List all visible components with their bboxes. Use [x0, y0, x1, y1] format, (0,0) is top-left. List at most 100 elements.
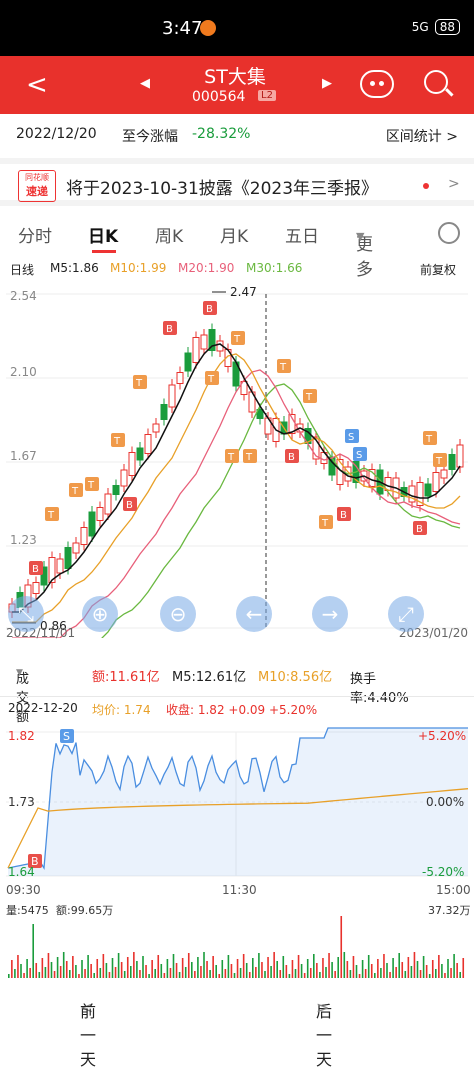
- volume-bar: [69, 970, 71, 978]
- signal-marker: [85, 477, 99, 491]
- volume-bar: [218, 974, 221, 978]
- signal-icon: 5G: [411, 20, 429, 34]
- volume-bar: [169, 968, 172, 978]
- volume-bar: [26, 959, 28, 978]
- tab-five-day[interactable]: 五日: [285, 227, 319, 247]
- signal-marker: [225, 449, 239, 463]
- volume-bar: [111, 958, 114, 978]
- intraday-time-end: 15:00: [436, 883, 471, 897]
- volume-bar: [99, 968, 102, 978]
- signal-marker: [337, 507, 351, 521]
- volume-bar: [319, 972, 321, 978]
- volume-bar: [364, 969, 367, 978]
- volume-bar: [50, 962, 53, 978]
- volume-bar: [346, 961, 349, 978]
- volume-bar: [288, 974, 291, 978]
- intraday-time-mid: 11:30: [222, 883, 257, 897]
- volume-bar: [212, 956, 214, 978]
- signal-marker: [319, 515, 333, 529]
- chevron-right-icon: >: [316, 998, 330, 1017]
- ma10-line: [12, 353, 461, 623]
- volume-bar: [248, 972, 251, 978]
- expand-icon[interactable]: ⤡: [8, 596, 44, 632]
- chevron-right-icon: >: [446, 129, 458, 145]
- volume-bar: [203, 952, 205, 978]
- stock-header: < ◀ ST大集 000564 L2 ▶: [0, 56, 474, 114]
- gear-icon[interactable]: [438, 222, 460, 244]
- signal-marker-label: T: [233, 334, 241, 345]
- volume-bar: [358, 974, 361, 978]
- level-badge: L2: [258, 90, 276, 101]
- volume-bar: [431, 960, 434, 978]
- ma20-value: M20:1.90: [178, 261, 235, 275]
- volume-bar: [303, 973, 306, 978]
- volume-bar: [245, 963, 248, 978]
- intraday-price-mid: 1.73: [8, 795, 35, 809]
- signal-marker: [133, 375, 147, 389]
- signal-marker: [29, 561, 43, 575]
- search-icon[interactable]: [424, 70, 448, 94]
- adjust-mode[interactable]: 前复权: [420, 263, 457, 277]
- volume-bar: [322, 958, 324, 978]
- signal-marker: [205, 371, 219, 385]
- volume-bar: [337, 957, 339, 978]
- tab-daily-k[interactable]: 日K: [88, 227, 119, 247]
- prev-day-label: 前一天: [80, 1002, 97, 1069]
- volume-bar: [279, 970, 282, 978]
- volume-bar: [325, 967, 327, 978]
- volume-bar: [422, 956, 425, 978]
- tab-underline: [92, 250, 116, 253]
- signal-marker-label: T: [87, 480, 95, 491]
- caret-down-icon: ▼: [16, 668, 23, 678]
- range-stat-button[interactable]: 区间统计 >: [386, 126, 458, 146]
- volume-bar: [20, 964, 22, 978]
- robot-icon[interactable]: [360, 70, 394, 98]
- signal-marker-label: T: [207, 374, 215, 385]
- next-stock-button[interactable]: ▶: [322, 76, 332, 91]
- high-label: 2.47: [230, 285, 257, 299]
- news-banner[interactable]: 同花顺 速递 将于2023-10-31披露《2023年三季报》 >: [0, 158, 474, 206]
- prev-stock-button[interactable]: ◀: [140, 76, 150, 91]
- status-bar: 3:47 5G 88: [0, 0, 474, 56]
- volume-bar: [264, 971, 266, 978]
- scroll-left-icon[interactable]: ←: [236, 596, 272, 632]
- vol-label: 量:5475: [6, 904, 49, 917]
- tab-monthly-k[interactable]: 月K: [220, 227, 249, 247]
- scroll-right-icon[interactable]: →: [312, 596, 348, 632]
- volume-bar: [306, 959, 309, 978]
- volume-bar: [41, 958, 44, 978]
- price-label-3: 1.67: [10, 449, 37, 463]
- back-button[interactable]: <: [26, 70, 48, 100]
- fullscreen-icon[interactable]: ⤢: [388, 596, 424, 632]
- volume-bar: [75, 965, 77, 978]
- signal-marker: [423, 431, 437, 445]
- volume-bar: [334, 971, 336, 978]
- volume-bar: [370, 964, 373, 978]
- zoom-in-icon[interactable]: ⊕: [82, 596, 118, 632]
- intraday-chart[interactable]: S B 1.82 1.73 1.64 +5.20% 0.00% -5.20% 0…: [0, 718, 474, 902]
- volume-bar: [242, 954, 245, 978]
- volume-bar: [236, 959, 239, 978]
- turnover-label: 换手率:4.40%: [350, 672, 409, 706]
- volume-bar: [297, 955, 300, 978]
- intraday-date: 2022-12-20: [8, 701, 78, 715]
- ma-type[interactable]: 日线: [10, 263, 35, 277]
- intraday-time-start: 09:30: [6, 883, 41, 897]
- intraday-svg: S B 1.82 1.73 1.64 +5.20% 0.00% -5.20% 0…: [6, 727, 471, 897]
- zoom-out-icon[interactable]: ⊖: [160, 596, 196, 632]
- tab-weekly-k[interactable]: 周K: [155, 227, 184, 247]
- volume-bar: [413, 952, 416, 978]
- volume-type-label: 成交额: [16, 672, 30, 725]
- volume-bar: [14, 969, 16, 978]
- candle: [160, 404, 168, 420]
- ma10-value: M10:1.99: [110, 261, 167, 275]
- volume-bar: [209, 970, 211, 978]
- volume-bar: [38, 972, 41, 978]
- tab-intraday[interactable]: 分时: [18, 227, 52, 247]
- volume-bar: [282, 956, 285, 978]
- volume-bar: [35, 963, 38, 978]
- volume-bar: [401, 962, 404, 978]
- volume-bar: [145, 965, 147, 978]
- signal-marker-label: T: [227, 452, 235, 463]
